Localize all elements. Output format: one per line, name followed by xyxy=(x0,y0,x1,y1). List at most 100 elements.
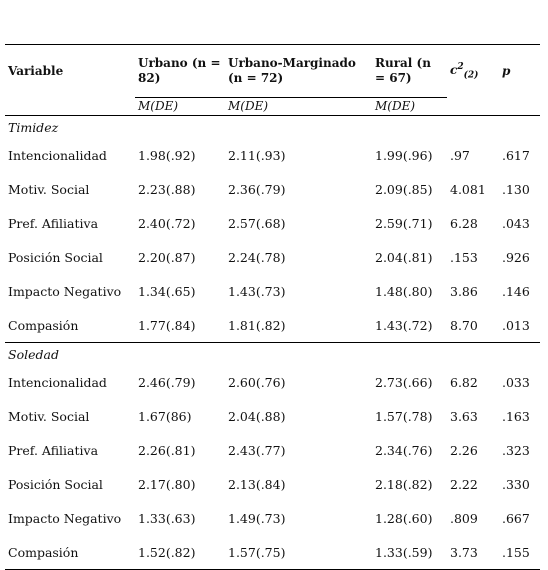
data-row: Intencionalidad 2.46(.79) 2.60(.76) 2.73(.6… xyxy=(5,365,540,399)
data-cell: 2.34(.76) xyxy=(375,442,433,458)
data-cell: 2.04(.81) xyxy=(375,249,433,265)
data-row: Motiv. Social 2.23(.88) 2.36(.79) 2.09(.85)… xyxy=(5,172,540,206)
subheader-cell: M(DE) xyxy=(135,97,225,116)
data-cell: 2.23(.88) xyxy=(138,181,196,197)
data-row: Impacto Negativo 1.34(.65) 1.43(.73) 1.48(.… xyxy=(5,274,540,308)
data-cell: 2.59(.71) xyxy=(375,215,433,231)
header-cell: c2(2) xyxy=(447,44,499,98)
data-cell: .323 xyxy=(502,442,530,458)
data-row: Compasión 1.52(.82) 1.57(.75) 1.33(.59) 3.73… xyxy=(5,535,540,570)
data-cell: 1.77(.84) xyxy=(135,308,225,343)
data-cell: 3.86 xyxy=(450,283,478,299)
row-label: Impacto Negativo xyxy=(8,283,122,299)
data-cell: 8.70 xyxy=(447,308,499,343)
data-cell: .013 xyxy=(499,308,540,343)
header-cell: Variable xyxy=(5,44,135,98)
data-cell: .163 xyxy=(502,408,530,424)
row-label: Compasión xyxy=(5,535,135,570)
data-cell: .155 xyxy=(499,535,540,570)
data-cell: 3.73 xyxy=(447,535,499,570)
data-cell: 3.63 xyxy=(450,408,478,424)
data-cell: 2.73(.66) xyxy=(375,374,433,390)
data-cell: 2.36(.79) xyxy=(228,181,286,197)
data-cell: 2.17(.80) xyxy=(138,476,196,492)
data-row: Pref. Afiliativa 2.26(.81) 2.43(.77) 2.34(.… xyxy=(5,433,540,467)
data-row: Compasión 1.77(.84) 1.81(.82) 1.43(.72) 8.70… xyxy=(5,308,540,343)
section-row: Soledad xyxy=(5,343,540,366)
row-label: Motiv. Social xyxy=(8,408,90,424)
data-cell: .153 xyxy=(450,249,478,265)
data-cell: 1.98(.92) xyxy=(138,147,196,163)
header-cell: Urbano (n = 82) xyxy=(135,44,225,98)
data-cell: 2.26 xyxy=(450,442,478,458)
row-label: Motiv. Social xyxy=(8,181,90,197)
row-label: Pref. Afiliativa xyxy=(8,215,99,231)
data-cell: 1.33(.59) xyxy=(372,535,447,570)
data-cell: 1.49(.73) xyxy=(228,510,286,526)
header-sub: (2) xyxy=(463,69,479,80)
row-label: Intencionalidad xyxy=(8,147,107,163)
section-row: Timidez xyxy=(5,116,540,139)
data-cell: 1.57(.75) xyxy=(225,535,372,570)
data-row: Posición Social 2.17(.80) 2.13(.84) 2.18(.8… xyxy=(5,467,540,501)
data-row: Pref. Afiliativa 2.40(.72) 2.57(.68) 2.59(.… xyxy=(5,206,540,240)
header-cell: p xyxy=(499,44,540,98)
data-cell: 2.40(.72) xyxy=(138,215,196,231)
data-cell: .809 xyxy=(450,510,478,526)
subheader-cell xyxy=(5,97,135,116)
data-cell: 6.28 xyxy=(450,215,478,231)
data-cell: 2.60(.76) xyxy=(228,374,286,390)
page: Variable Urbano (n = 82) Urbano-Marginado … xyxy=(5,44,540,570)
data-cell: 1.43(.72) xyxy=(372,308,447,343)
data-cell: .033 xyxy=(502,374,530,390)
data-cell: 1.33(.63) xyxy=(138,510,196,526)
row-label: Compasión xyxy=(5,308,135,343)
subheader-cell: M(DE) xyxy=(372,97,447,116)
section-title: Soledad xyxy=(8,346,59,362)
data-cell: 1.43(.73) xyxy=(228,283,286,299)
data-row: Intencionalidad 1.98(.92) 2.11(.93) 1.99(.9… xyxy=(5,138,540,172)
row-label: Posición Social xyxy=(8,476,103,492)
data-cell: 2.46(.79) xyxy=(138,374,196,390)
data-cell: 2.11(.93) xyxy=(228,147,286,163)
data-cell: 1.48(.80) xyxy=(375,283,433,299)
data-cell: .130 xyxy=(502,181,530,197)
data-cell: 1.34(.65) xyxy=(138,283,196,299)
subheader-cell xyxy=(447,97,499,116)
data-cell: 1.52(.82) xyxy=(135,535,225,570)
data-cell: 1.67(86) xyxy=(138,408,192,424)
data-cell: 2.22 xyxy=(450,476,478,492)
data-row: Motiv. Social 1.67(86) 2.04(.88) 1.57(.78) 3… xyxy=(5,399,540,433)
data-cell: 1.28(.60) xyxy=(375,510,433,526)
table-body: Variable Urbano (n = 82) Urbano-Marginado … xyxy=(5,44,540,570)
data-cell: 2.20(.87) xyxy=(138,249,196,265)
row-label: Impacto Negativo xyxy=(8,510,122,526)
data-cell: 1.57(.78) xyxy=(375,408,433,424)
data-cell: .146 xyxy=(502,283,530,299)
data-cell: .97 xyxy=(450,147,470,163)
data-cell: 2.57(.68) xyxy=(228,215,286,231)
data-cell: 2.26(.81) xyxy=(138,442,196,458)
data-cell: 2.09(.85) xyxy=(375,181,433,197)
data-cell: 4.081 xyxy=(450,181,486,197)
data-cell: .617 xyxy=(502,147,530,163)
data-cell: 2.18(.82) xyxy=(375,476,433,492)
subheader-cell xyxy=(499,97,540,116)
data-cell: 2.13(.84) xyxy=(228,476,286,492)
subheader-row: M(DE) M(DE) M(DE) xyxy=(5,97,540,116)
data-cell: 2.43(.77) xyxy=(228,442,286,458)
row-label: Intencionalidad xyxy=(8,374,107,390)
row-label: Posición Social xyxy=(8,249,103,265)
header-cell: Rural (n = 67) xyxy=(372,44,447,98)
data-cell: 6.82 xyxy=(450,374,478,390)
data-cell: 2.24(.78) xyxy=(228,249,286,265)
section-title: Timidez xyxy=(8,119,59,135)
data-cell: .330 xyxy=(502,476,530,492)
data-cell: .043 xyxy=(502,215,530,231)
header-cell: Urbano-Marginado (n = 72) xyxy=(225,44,372,98)
subheader-cell: M(DE) xyxy=(225,97,372,116)
data-cell: 2.04(.88) xyxy=(228,408,286,424)
header-sup: 2 xyxy=(457,61,464,72)
header-text: c xyxy=(450,62,458,77)
data-row: Posición Social 2.20(.87) 2.24(.78) 2.04(.8… xyxy=(5,240,540,274)
